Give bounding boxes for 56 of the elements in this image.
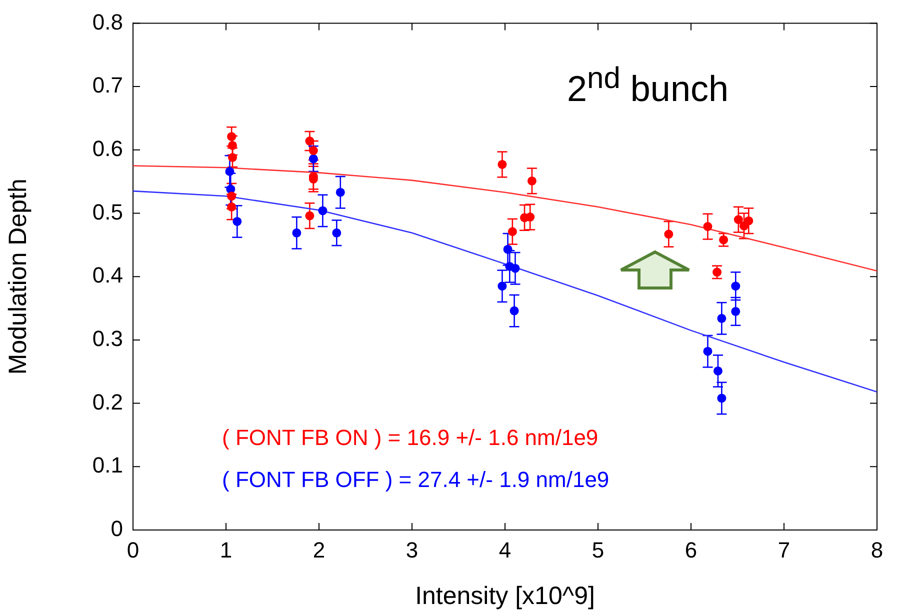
x-tick-label: 6 <box>684 537 698 562</box>
x-tick-label: 1 <box>220 537 232 562</box>
point <box>734 215 743 224</box>
y-tick-label: 0.3 <box>92 326 123 352</box>
point <box>308 154 318 164</box>
point <box>703 346 712 356</box>
point <box>744 216 754 226</box>
point <box>510 306 519 316</box>
point <box>308 146 318 156</box>
annotation: ( FONT FB OFF ) = 27.4 +/- 1.9 nm/1e9 <box>222 467 610 493</box>
point <box>305 211 314 220</box>
x-tick-label: 0 <box>126 537 140 562</box>
point <box>703 222 712 232</box>
point <box>336 188 345 197</box>
point <box>713 366 722 376</box>
point <box>227 132 236 142</box>
y-tick-label: 0.8 <box>92 9 123 34</box>
point <box>712 268 722 277</box>
point <box>503 244 512 254</box>
point <box>717 394 726 403</box>
point <box>508 227 517 236</box>
x-axis-title: Intensity [x10^9] <box>415 582 595 610</box>
point <box>731 306 740 316</box>
y-tick-label: 0.1 <box>92 452 123 478</box>
point <box>332 228 342 238</box>
point <box>232 216 242 226</box>
y-tick-label: 0.5 <box>92 199 123 224</box>
point <box>731 282 740 291</box>
point <box>498 282 507 291</box>
point <box>510 264 520 273</box>
y-tick-label: 0.4 <box>92 262 123 288</box>
x-tick-label: 8 <box>870 537 884 562</box>
x-tick-label: 2 <box>312 537 326 562</box>
point <box>318 206 328 216</box>
x-tick-label: 4 <box>498 537 512 562</box>
y-tick-label: 0.7 <box>92 72 123 98</box>
x-tick-label: 3 <box>406 537 418 562</box>
point <box>228 140 238 150</box>
point <box>717 314 726 323</box>
point <box>227 192 236 201</box>
y-tick-label: 0.2 <box>92 389 123 414</box>
point <box>664 230 674 239</box>
point <box>498 160 507 169</box>
point <box>292 228 302 238</box>
point <box>719 235 728 244</box>
y-axis-title: Modulation Depth <box>4 178 32 375</box>
x-tick-label: 7 <box>778 537 790 562</box>
point <box>228 153 238 162</box>
y-tick-label: 0 <box>110 516 123 542</box>
point <box>225 166 234 176</box>
point <box>527 176 536 186</box>
point <box>305 136 314 146</box>
y-tick-label: 0.6 <box>92 136 123 161</box>
annotation: ( FONT FB ON ) = 16.9 +/- 1.6 nm/1e9 <box>222 425 598 451</box>
x-tick-label: 5 <box>592 537 604 562</box>
annotation: 2$^{nd}$ bunch <box>567 62 728 110</box>
